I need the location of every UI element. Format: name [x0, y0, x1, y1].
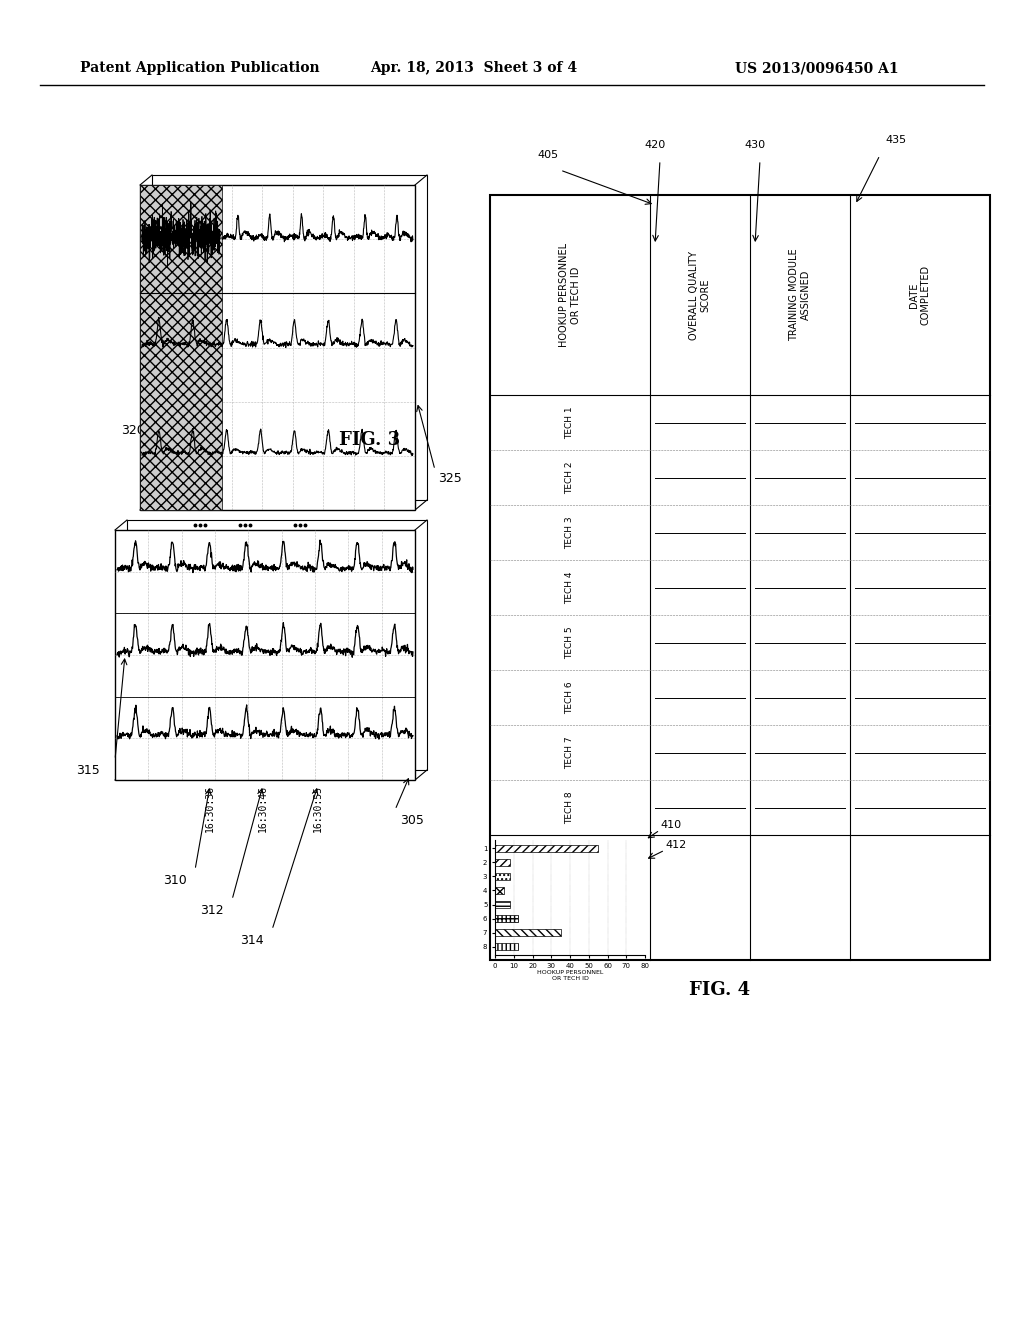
- Text: 325: 325: [438, 471, 462, 484]
- Text: FIG. 4: FIG. 4: [689, 981, 751, 999]
- Bar: [495, 845, 598, 853]
- Text: TECH 5: TECH 5: [565, 626, 574, 659]
- Text: 305: 305: [400, 813, 424, 826]
- Text: 16:30:55: 16:30:55: [313, 785, 323, 832]
- Polygon shape: [490, 195, 990, 960]
- Text: TECH 4: TECH 4: [565, 572, 574, 603]
- Text: 430: 430: [744, 140, 766, 150]
- Text: TECH 1: TECH 1: [565, 407, 574, 438]
- Bar: [495, 929, 560, 936]
- Text: 312: 312: [200, 903, 224, 916]
- Text: TRAINING MODULE
ASSIGNED: TRAINING MODULE ASSIGNED: [790, 248, 811, 342]
- Text: Patent Application Publication: Patent Application Publication: [80, 61, 319, 75]
- Text: TECH 6: TECH 6: [565, 681, 574, 714]
- Bar: [495, 873, 510, 880]
- Bar: [495, 900, 510, 908]
- X-axis label: HOOKUP PERSONNEL
OR TECH ID: HOOKUP PERSONNEL OR TECH ID: [537, 970, 603, 981]
- Text: 16:30:36: 16:30:36: [205, 785, 215, 832]
- Polygon shape: [140, 185, 415, 510]
- Polygon shape: [115, 531, 415, 780]
- Text: TECH 7: TECH 7: [565, 737, 574, 768]
- Text: OVERALL QUALITY
SCORE: OVERALL QUALITY SCORE: [689, 251, 711, 339]
- Text: TECH 3: TECH 3: [565, 516, 574, 549]
- Bar: [495, 915, 517, 923]
- Polygon shape: [140, 185, 222, 510]
- Text: DATE
COMPLETED: DATE COMPLETED: [909, 265, 931, 325]
- Text: 320: 320: [121, 424, 145, 437]
- Bar: [495, 887, 505, 895]
- Text: 16:30:46: 16:30:46: [258, 785, 268, 832]
- Text: FIG. 3: FIG. 3: [339, 432, 400, 449]
- Text: TECH 8: TECH 8: [565, 791, 574, 824]
- Text: 420: 420: [644, 140, 666, 150]
- Bar: [495, 942, 517, 950]
- Text: TECH 2: TECH 2: [565, 461, 574, 494]
- Text: 410: 410: [660, 820, 681, 830]
- Text: HOOKUP PERSONNEL
OR TECH ID: HOOKUP PERSONNEL OR TECH ID: [559, 243, 581, 347]
- Text: 435: 435: [885, 135, 906, 145]
- Text: Apr. 18, 2013  Sheet 3 of 4: Apr. 18, 2013 Sheet 3 of 4: [370, 61, 578, 75]
- Text: 314: 314: [241, 933, 264, 946]
- Text: 310: 310: [163, 874, 186, 887]
- Text: US 2013/0096450 A1: US 2013/0096450 A1: [735, 61, 899, 75]
- Text: 412: 412: [665, 840, 686, 850]
- Text: 405: 405: [538, 150, 558, 160]
- Bar: [495, 858, 510, 866]
- Text: 315: 315: [76, 763, 100, 776]
